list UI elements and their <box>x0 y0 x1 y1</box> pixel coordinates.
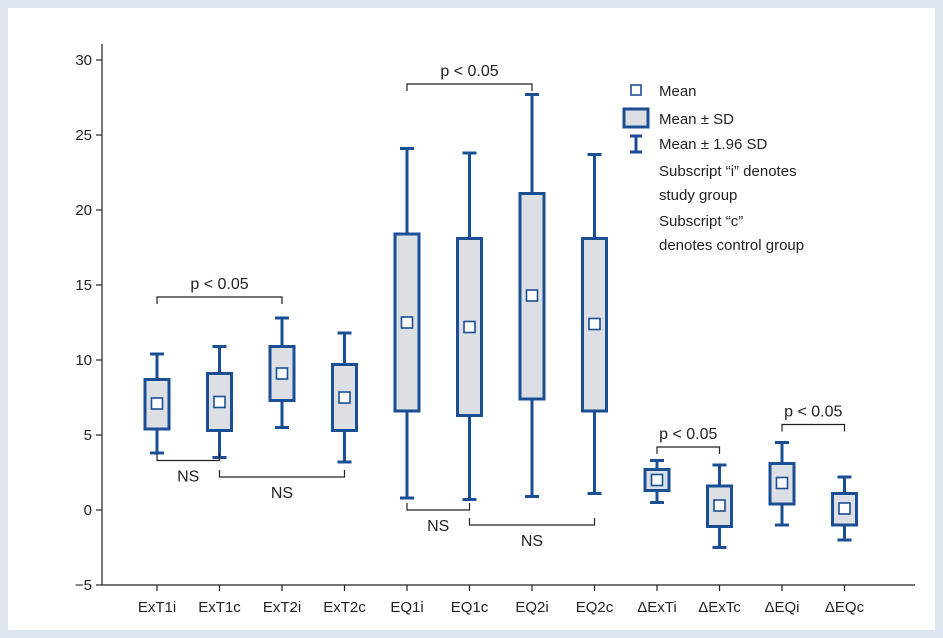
mean-marker <box>463 320 476 334</box>
significance-label: NS <box>177 469 199 486</box>
significance-bracket <box>656 446 721 454</box>
significance-label: p < 0.05 <box>659 426 717 443</box>
x-tick-label: EQ2i <box>515 599 548 616</box>
mean-marker <box>275 367 289 380</box>
x-tick-label: ExT2c <box>323 599 366 616</box>
x-tick-label: ExT2i <box>263 599 301 616</box>
significance-bracket <box>468 518 596 526</box>
x-tick-label: EQ1i <box>390 599 423 616</box>
legend-label: Mean ± SD <box>659 111 734 128</box>
y-tick-label: 15 <box>75 277 92 294</box>
mean-marker <box>150 397 164 410</box>
legend-label: Mean ± 1.96 SD <box>659 136 767 153</box>
x-tick-label: ExT1i <box>138 599 176 616</box>
mean-marker <box>338 391 351 404</box>
y-tick-label: 30 <box>75 52 92 69</box>
y-tick-label: 25 <box>75 127 92 144</box>
mean-marker <box>400 316 414 329</box>
significance-bracket <box>406 503 471 511</box>
legend-label: Mean <box>659 83 697 100</box>
x-tick-label: ExT1c <box>198 599 241 616</box>
y-tick-label: 10 <box>75 352 92 369</box>
x-tick-label: ΔEQc <box>825 599 865 616</box>
significance-label: p < 0.05 <box>784 404 842 421</box>
legend-sd-box-icon <box>622 107 650 129</box>
mean-marker <box>525 289 539 302</box>
mean-marker <box>838 502 851 515</box>
mean-marker <box>588 317 601 331</box>
significance-bracket <box>781 423 846 432</box>
significance-bracket <box>406 83 533 91</box>
significance-label: p < 0.05 <box>190 276 248 293</box>
legend-note: denotes control group <box>659 237 804 254</box>
legend-note: Subscript “i” denotes <box>659 163 797 180</box>
x-tick-label: EQ2c <box>576 599 614 616</box>
significance-bracket <box>218 470 346 478</box>
y-tick-label: 0 <box>84 502 92 519</box>
x-tick-label: ΔExTc <box>698 599 741 616</box>
significance-bracket <box>156 453 221 462</box>
x-tick-label: EQ1c <box>451 599 489 616</box>
box-plot-chart: 30 25 20 15 10 5 0 −5 ExT1i ExT1c ExT2i ExT2c EQ1i EQ… <box>75 44 915 616</box>
mean-marker <box>650 473 664 487</box>
significance-label: NS <box>427 518 449 535</box>
x-tick-label: ΔExTi <box>637 599 676 616</box>
legend-note: Subscript “c” <box>659 213 743 230</box>
sd-box <box>268 345 296 402</box>
sd-box <box>831 492 858 527</box>
legend-mean-icon <box>630 84 642 96</box>
mean-marker <box>713 499 726 512</box>
mean-marker <box>775 476 789 490</box>
legend-note: study group <box>659 187 737 204</box>
x-tick-label: ΔEQi <box>764 599 799 616</box>
significance-label: p < 0.05 <box>440 63 498 80</box>
sd-box <box>206 372 233 432</box>
y-tick-label: 5 <box>84 427 92 444</box>
mean-marker <box>213 395 226 409</box>
significance-label: NS <box>521 533 543 550</box>
sd-box <box>518 192 546 401</box>
chart-figure: 30 25 20 15 10 5 0 −5 ExT1i ExT1c ExT2i ExT2c EQ1i EQ… <box>8 8 935 630</box>
y-tick-label: −5 <box>75 577 92 594</box>
significance-bracket <box>156 296 283 304</box>
y-tick-label: 20 <box>75 202 92 219</box>
significance-label: NS <box>271 485 293 502</box>
